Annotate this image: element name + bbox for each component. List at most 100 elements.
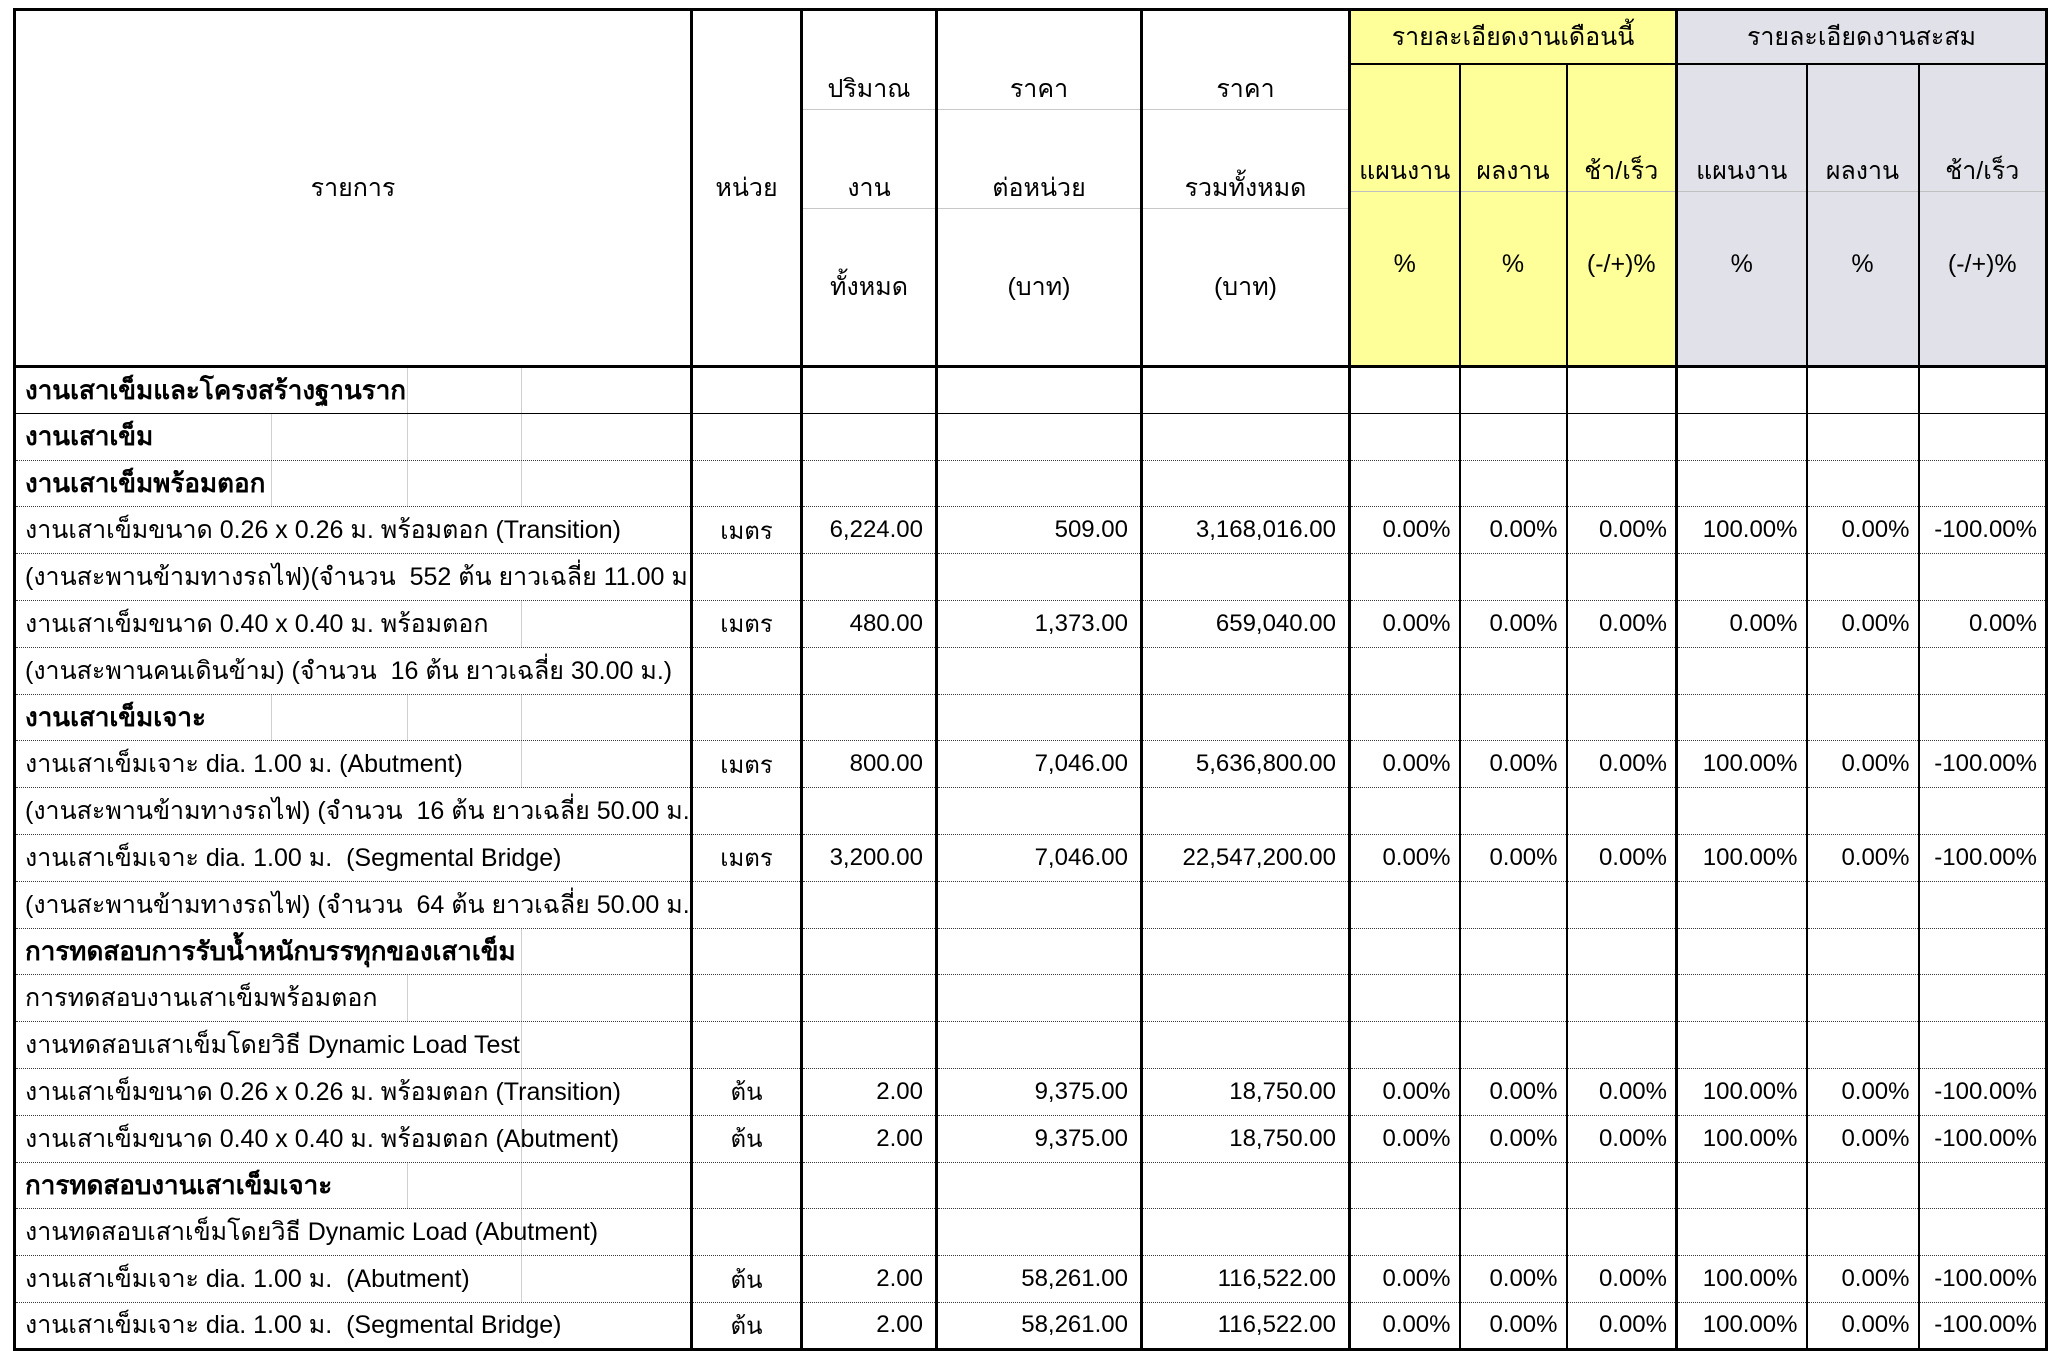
total-price-cell — [1141, 647, 1351, 695]
cum-actual-cell — [1806, 366, 1920, 414]
month-diff-cell: 0.00% — [1566, 506, 1678, 555]
cum-plan-cell: 100.00% — [1675, 1255, 1808, 1303]
unit-price-cell: 58,261.00 — [936, 1255, 1143, 1303]
table-body: งานเสาเข็มและโครงสร้างฐานราก งานเสาเข็ม งา… — [13, 366, 2048, 1350]
total-price-cell: 116,522.00 — [1141, 1255, 1351, 1303]
qty-cell: 6,224.00 — [801, 506, 938, 555]
cum-plan-cell — [1675, 413, 1808, 461]
qty-cell — [801, 366, 938, 414]
total-price-cell — [1141, 1021, 1351, 1069]
month-actual-cell — [1459, 460, 1568, 508]
header-line: ช้า/เร็ว — [1919, 151, 2045, 192]
cum-actual-cell — [1806, 1021, 1920, 1069]
unit-cell: ต้น — [691, 1255, 803, 1303]
table-row: งานเสาเข็มเจาะ dia. 1.00 ม. (Segmental B… — [13, 1302, 2048, 1350]
unit-cell: เมตร — [691, 740, 803, 789]
cum-actual-cell — [1806, 1208, 1920, 1257]
unit-price-cell — [936, 366, 1143, 414]
col-header-unit: หน่วย — [691, 9, 803, 368]
cum-actual-cell — [1806, 694, 1920, 742]
month-plan-cell: 0.00% — [1349, 600, 1461, 648]
unit-price-cell — [936, 647, 1143, 695]
header-sub-row: แผนงาน % ผลงาน % ช้า/เร็ว (-/+)% แผนงาน … — [15, 63, 2048, 368]
item-cell: งานเสาเข็ม — [13, 413, 693, 461]
cum-diff-cell — [1918, 460, 2048, 508]
cum-plan-cell — [1675, 787, 1808, 835]
total-price-cell: 3,168,016.00 — [1141, 506, 1351, 555]
month-actual-cell: 0.00% — [1459, 1068, 1568, 1116]
unit-cell: ต้น — [691, 1302, 803, 1350]
unit-price-cell: 509.00 — [936, 506, 1143, 555]
cum-plan-cell: 100.00% — [1675, 740, 1808, 789]
unit-cell — [691, 647, 803, 695]
cum-actual-cell — [1806, 460, 1920, 508]
header-line: ปริมาณ — [803, 69, 934, 110]
total-price-cell — [1141, 881, 1351, 929]
unit-price-cell: 1,373.00 — [936, 600, 1143, 648]
qty-cell — [801, 553, 938, 601]
cum-actual-cell — [1806, 647, 1920, 695]
cum-plan-cell — [1675, 366, 1808, 414]
month-actual-cell: 0.00% — [1459, 834, 1568, 882]
month-diff-cell: 0.00% — [1566, 834, 1678, 882]
item-cell: การทดสอบงานเสาเข็มพร้อมตอก — [13, 974, 693, 1023]
unit-price-cell — [936, 881, 1143, 929]
col-header-cum-plan: แผนงาน % — [1675, 63, 1808, 368]
month-diff-cell — [1566, 881, 1678, 929]
table-header: รายการ หน่วย ปริมาณ งาน ทั้งหมด ราคา ต่อ… — [13, 9, 2048, 368]
cum-plan-cell — [1675, 974, 1808, 1023]
item-cell: (งานสะพานคนเดินข้าม) (จำนวน 16 ต้น ยาวเฉ… — [13, 647, 693, 695]
cum-plan-cell — [1675, 881, 1808, 929]
month-actual-cell — [1459, 1021, 1568, 1069]
unit-price-cell: 58,261.00 — [936, 1302, 1143, 1350]
cum-diff-cell: -100.00% — [1918, 740, 2048, 789]
unit-price-cell: 9,375.00 — [936, 1068, 1143, 1116]
qty-cell — [801, 1162, 938, 1210]
total-price-cell: 659,040.00 — [1141, 600, 1351, 648]
header-line: ช้า/เร็ว — [1567, 151, 1675, 192]
unit-price-cell: 9,375.00 — [936, 1115, 1143, 1163]
item-cell: งานเสาเข็มเจาะ — [13, 694, 693, 742]
table-row: (งานสะพานข้ามทางรถไฟ) (จำนวน 64 ต้น ยาวเ… — [13, 881, 2048, 929]
month-diff-cell — [1566, 928, 1678, 976]
total-price-cell — [1141, 1208, 1351, 1257]
cum-diff-cell: -100.00% — [1918, 1068, 2048, 1116]
total-price-cell — [1141, 1162, 1351, 1210]
total-price-cell — [1141, 787, 1351, 835]
col-header-item: รายการ — [13, 9, 693, 368]
unit-price-cell — [936, 553, 1143, 601]
cum-actual-cell — [1806, 881, 1920, 929]
unit-price-cell — [936, 787, 1143, 835]
cum-diff-cell — [1918, 928, 2048, 976]
qty-cell — [801, 694, 938, 742]
header-line: แผนงาน — [1679, 151, 1805, 192]
table-row: (งานสะพานคนเดินข้าม) (จำนวน 16 ต้น ยาวเฉ… — [13, 647, 2048, 695]
item-cell: งานทดสอบเสาเข็มโดยวิธี Dynamic Load Test — [13, 1021, 693, 1069]
month-actual-cell: 0.00% — [1459, 600, 1568, 648]
cum-actual-cell: 0.00% — [1806, 834, 1920, 882]
qty-cell — [801, 881, 938, 929]
month-actual-cell — [1459, 1208, 1568, 1257]
unit-cell — [691, 413, 803, 461]
header-line: ราคา — [1143, 69, 1347, 110]
unit-cell: เมตร — [691, 506, 803, 555]
month-plan-cell: 0.00% — [1349, 834, 1461, 882]
cum-plan-cell — [1675, 928, 1808, 976]
month-plan-cell: 0.00% — [1349, 1302, 1461, 1350]
cum-diff-cell: -100.00% — [1918, 1255, 2048, 1303]
cum-diff-cell — [1918, 974, 2048, 1023]
unit-price-cell: 7,046.00 — [936, 834, 1143, 882]
cum-diff-cell — [1918, 1208, 2048, 1257]
header-line: (บาท) — [1213, 273, 1278, 301]
table-row: งานเสาเข็มขนาด 0.40 x 0.40 ม. พร้อมตอก เม… — [13, 600, 2048, 648]
item-cell: งานเสาเข็มขนาด 0.40 x 0.40 ม. พร้อมตอก (… — [13, 1115, 693, 1163]
month-actual-cell: 0.00% — [1459, 1302, 1568, 1350]
cum-plan-cell — [1675, 1162, 1808, 1210]
table-row: การทดสอบการรับน้ำหนักบรรทุกของเสาเข็ม — [13, 928, 2048, 976]
cum-actual-cell — [1806, 974, 1920, 1023]
col-header-cum-actual: ผลงาน % — [1806, 63, 1920, 368]
cum-actual-cell — [1806, 553, 1920, 601]
col-group-cumulative: รายละเอียดงานสะสม — [1675, 9, 2047, 65]
col-header-month-diff: ช้า/เร็ว (-/+)% — [1566, 63, 1678, 368]
qty-cell — [801, 647, 938, 695]
